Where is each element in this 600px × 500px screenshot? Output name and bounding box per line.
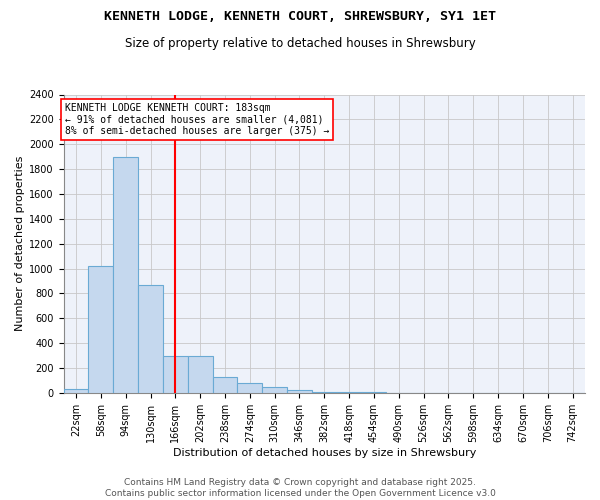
Bar xyxy=(238,383,262,393)
Bar xyxy=(337,392,362,393)
Bar xyxy=(64,389,88,393)
Bar xyxy=(188,356,212,393)
Bar xyxy=(262,386,287,393)
Y-axis label: Number of detached properties: Number of detached properties xyxy=(15,156,25,332)
Bar xyxy=(312,392,337,393)
Text: Contains HM Land Registry data © Crown copyright and database right 2025.
Contai: Contains HM Land Registry data © Crown c… xyxy=(104,478,496,498)
Text: KENNETH LODGE, KENNETH COURT, SHREWSBURY, SY1 1ET: KENNETH LODGE, KENNETH COURT, SHREWSBURY… xyxy=(104,10,496,23)
Bar xyxy=(113,156,138,393)
Text: KENNETH LODGE KENNETH COURT: 183sqm
← 91% of detached houses are smaller (4,081): KENNETH LODGE KENNETH COURT: 183sqm ← 91… xyxy=(65,103,329,136)
Bar xyxy=(212,376,238,393)
X-axis label: Distribution of detached houses by size in Shrewsbury: Distribution of detached houses by size … xyxy=(173,448,476,458)
Bar xyxy=(138,284,163,393)
Bar xyxy=(163,356,188,393)
Text: Size of property relative to detached houses in Shrewsbury: Size of property relative to detached ho… xyxy=(125,38,475,51)
Bar xyxy=(362,392,386,393)
Bar xyxy=(88,266,113,393)
Bar xyxy=(287,390,312,393)
